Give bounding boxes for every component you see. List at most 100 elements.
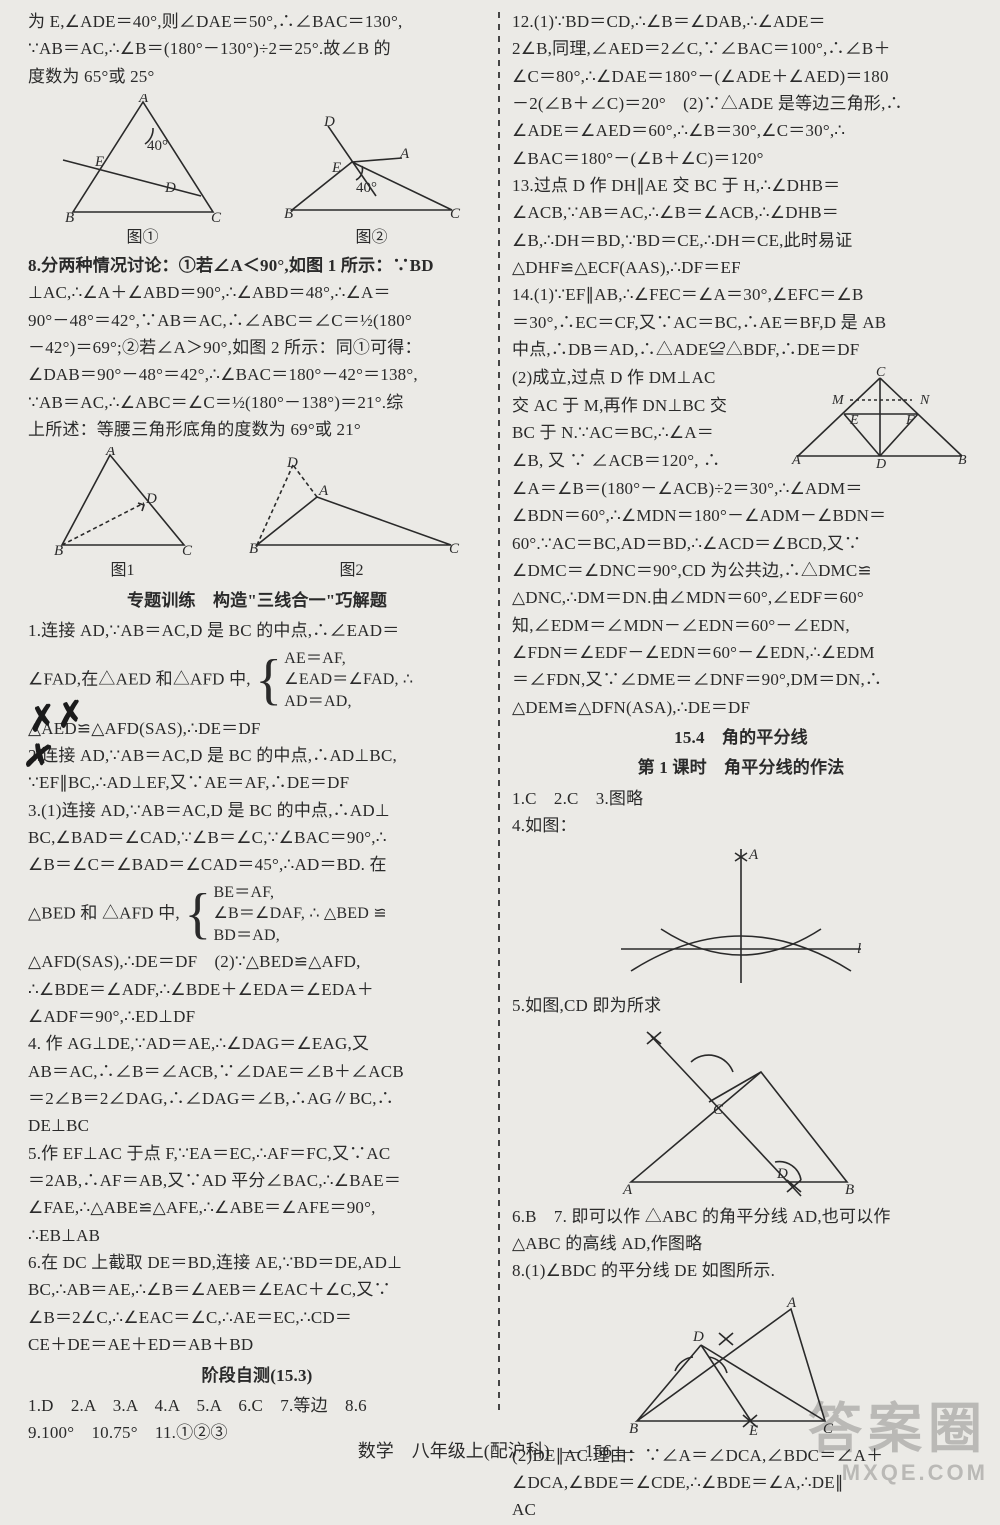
text: AB＝AC,∴∠B＝∠ACB,∵∠DAE＝∠B＋∠ACB: [28, 1059, 486, 1085]
text: ∠B＝2∠C,∴∠EAC＝∠C,∴AE＝EC,∴CD＝: [28, 1305, 486, 1331]
text: ∠ADF＝90°,∴ED⊥DF: [28, 1004, 486, 1030]
text: ∵AB＝AC,∴∠ABC＝∠C＝½(180°－138°)＝21°.综: [28, 390, 486, 416]
text: △DHF≌△ECF(AAS),∴DF＝EF: [512, 255, 970, 281]
text: 度数为 65°或 25°: [28, 64, 486, 90]
text: 60°.∵AC＝BC,AD＝BD,∴∠ACD＝∠BCD,又∵: [512, 531, 970, 557]
figure-row-2: A D B C 图1 D A B C: [28, 447, 486, 584]
text: AC: [512, 1497, 970, 1523]
text: 2∠B,同理,∠AED＝2∠C,∵∠BAC＝100°,∴∠B＋: [512, 36, 970, 62]
text: ∵AB＝AC,∴∠B＝(180°－130°)÷2＝25°.故∠B 的: [28, 36, 486, 62]
footer-subject: 数学 八年级上(配沪科): [358, 1441, 550, 1461]
text: 8.(1)∠BDC 的平分线 DE 如图所示.: [512, 1258, 970, 1284]
text: ∠DCA,∠BDE＝∠CDE,∴∠BDE＝∠A,∴DE∥: [512, 1470, 970, 1496]
text: 5.作 EF⊥AC 于点 F,∵EA＝EC,∴AF＝FC,又∵AC: [28, 1141, 486, 1167]
figure-caption: 图1: [110, 559, 134, 584]
text: ＝2AB,∴AF＝AB,又∵AD 平分∠BAC,∴∠BAE＝: [28, 1168, 486, 1194]
svg-text:A: A: [318, 483, 329, 499]
text: ∠FAE,∴△ABE≌△AFE,∴∠ABE＝∠AFE＝90°,: [28, 1195, 486, 1221]
text: ∠C＝80°,∴∠DAE＝180°－(∠ADE＋∠AED)＝180: [512, 64, 970, 90]
figure-3: AD BC: [48, 447, 198, 557]
text: 2.连接 AD,∵AB＝AC,D 是 BC 的中点,∴AD⊥BC,: [28, 743, 486, 769]
text: ∴∠BDE＝∠ADF,∴∠BDE＋∠EDA＝∠EDA＋: [28, 977, 486, 1003]
svg-text:40°: 40°: [356, 180, 377, 196]
svg-text:N: N: [919, 393, 930, 408]
text: 13.过点 D 作 DH∥AE 交 BC 于 H,∴∠DHB＝: [512, 173, 970, 199]
text: 6.B 7. 即可以作 △ABC 的角平分线 AD,也可以作: [512, 1204, 970, 1230]
text: ∠B,∴DH＝BD,∵BD＝CE,∴DH＝CE,此时易证: [512, 228, 970, 254]
text: 交 AC 于 M,再作 DN⊥BC 交: [512, 393, 784, 419]
text: ∠BAC＝180°－(∠B＋∠C)＝120°: [512, 146, 970, 172]
svg-text:E: E: [748, 1423, 758, 1439]
text: 8.分两种情况讨论：①若∠A＜90°,如图 1 所示：∵BD: [28, 253, 486, 279]
svg-text:F: F: [905, 413, 915, 428]
text: 1.连接 AD,∵AB＝AC,D 是 BC 的中点,∴∠EAD＝: [28, 618, 486, 644]
section-heading: 第 1 课时 角平分线的作法: [512, 755, 970, 781]
svg-text:l: l: [857, 941, 861, 957]
text: ∠ACB,∵AB＝AC,∴∠B＝∠ACB,∴∠DHB＝: [512, 200, 970, 226]
svg-text:B: B: [65, 210, 74, 224]
text: －2(∠B＋∠C)＝20° (2)∵△ADE 是等边三角形,∴: [512, 91, 970, 117]
text: ⊥AC,∴∠A＋∠ABD＝90°,∴∠ABD＝48°,∴∠A＝: [28, 280, 486, 306]
svg-text:B: B: [845, 1182, 854, 1198]
svg-text:B: B: [249, 541, 258, 557]
page-number: — 156 —: [562, 1438, 634, 1466]
section-heading: 专题训练 构造"三线合一"巧解题: [28, 588, 486, 614]
figure-2: D E A B C 40°: [282, 114, 462, 224]
text: 为 E,∠ADE＝40°,则∠DAE＝50°,∴∠BAC＝130°,: [28, 9, 486, 35]
figure-caption: 图2: [339, 559, 363, 584]
text: △BED 和 △AFD 中, { BE＝AF, ∠B＝∠DAF, ∴ △BED …: [28, 880, 486, 949]
section-heading: 阶段自测(15.3): [28, 1363, 486, 1389]
text: ∠DAB＝90°－48°＝42°,∴∠BAC＝180°－42°＝138°,: [28, 362, 486, 388]
svg-text:D: D: [323, 114, 335, 130]
text: 3.(1)连接 AD,∵AB＝AC,D 是 BC 的中点,∴AD⊥: [28, 798, 486, 824]
svg-text:C: C: [713, 1102, 724, 1118]
svg-text:C: C: [211, 210, 222, 224]
svg-text:C: C: [823, 1421, 834, 1437]
svg-text:D: D: [692, 1329, 704, 1345]
svg-text:C: C: [182, 543, 193, 557]
text: ∠B＝∠C＝∠BAD＝∠CAD＝45°,∴AD＝BD. 在: [28, 852, 486, 878]
text: BC 于 N.∵AC＝BC,∴∠A＝: [512, 420, 784, 446]
text: 知,∠EDM＝∠MDN－∠EDN＝60°－∠EDN,: [512, 613, 970, 639]
svg-text:D: D: [776, 1166, 788, 1182]
text: ∠FAD,在△AED 和△AFD 中, { AE＝AF, ∠EAD＝∠FAD, …: [28, 646, 486, 715]
text: ∠BDN＝60°,∴∠MDN＝180°－∠ADM－∠BDN＝: [512, 503, 970, 529]
svg-text:C: C: [450, 206, 461, 222]
figure-1: A E D B C 40°: [53, 94, 233, 224]
text: △DNC,∴DM＝DN.由∠MDN＝60°,∠EDF＝60°: [512, 585, 970, 611]
text: DE⊥BC: [28, 1113, 486, 1139]
svg-text:40°: 40°: [147, 138, 168, 154]
svg-text:A: A: [138, 94, 149, 106]
svg-text:A: A: [399, 146, 410, 162]
svg-text:C: C: [449, 541, 460, 557]
text: －42°)＝69°;②若∠A＞90°,如图 2 所示：同①可得：: [28, 335, 486, 361]
text: 12.(1)∵BD＝CD,∴∠B＝∠DAB,∴∠ADE＝: [512, 9, 970, 35]
svg-text:B: B: [958, 453, 967, 468]
text: ＝30°,∴EC＝CF,又∵AC＝BC,∴AE＝BF,D 是 AB: [512, 310, 970, 336]
svg-text:D: D: [145, 491, 157, 507]
text: ∠B, 又 ∵ ∠ACB＝120°, ∴: [512, 448, 784, 474]
text: 14.(1)∵EF∥AB,∴∠FEC＝∠A＝30°,∠EFC＝∠B: [512, 282, 970, 308]
svg-text:B: B: [54, 543, 63, 557]
column-divider: [498, 12, 500, 1412]
text: 5.如图,CD 即为所求: [512, 993, 970, 1019]
figure-caption: 图②: [355, 226, 387, 251]
text: 90°－48°＝42°,∵AB＝AC,∴∠ABC＝∠C＝½(180°: [28, 308, 486, 334]
svg-text:A: A: [748, 847, 759, 863]
svg-text:D: D: [875, 457, 886, 472]
figure-4: D A B C: [237, 457, 467, 557]
text: ＝∠FDN,又∵∠DME＝∠DNF＝90°,DM＝DN,∴: [512, 667, 970, 693]
svg-text:E: E: [849, 413, 859, 428]
text: 1.C 2.C 3.图略: [512, 786, 970, 812]
text: 1.D 2.A 3.A 4.A 5.A 6.C 7.等边 8.6: [28, 1393, 486, 1419]
text: △ABC 的高线 AD,作图略: [512, 1231, 970, 1257]
text: (2)成立,过点 D 作 DM⊥AC: [512, 365, 784, 391]
text: 6.在 DC 上截取 DE＝BD,连接 AE,∵BD＝DE,AD⊥: [28, 1250, 486, 1276]
text: CE＋DE＝AE＋ED＝AB＋BD: [28, 1332, 486, 1358]
text: ∵EF∥BC,∴AD⊥EF,又∵AE＝AF,∴DE＝DF: [28, 770, 486, 796]
text: ∴EB⊥AB: [28, 1223, 486, 1249]
svg-text:D: D: [286, 457, 298, 471]
text: ∠ADE＝∠AED＝60°,∴∠B＝30°,∠C＝30°,∴: [512, 118, 970, 144]
text: △AFD(SAS),∴DE＝DF (2)∵△BED≌△AFD,: [28, 949, 486, 975]
svg-text:B: B: [629, 1421, 638, 1437]
